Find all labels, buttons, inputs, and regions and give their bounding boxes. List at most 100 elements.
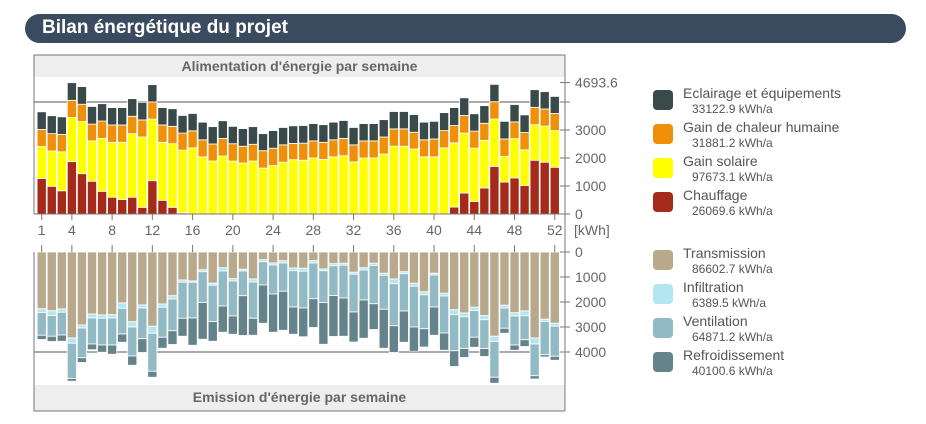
supply-bar <box>258 150 269 169</box>
emission-bar <box>207 321 218 342</box>
emission-bar <box>529 337 540 345</box>
supply-bar <box>56 116 67 135</box>
emission-bar <box>408 251 419 284</box>
emission-bar <box>268 293 279 333</box>
supply-bar <box>157 107 168 126</box>
legend-swatch <box>653 158 673 178</box>
emission-bar <box>509 312 520 317</box>
emission-bar <box>36 251 47 310</box>
emission-bar <box>328 251 339 265</box>
emission-bar <box>459 348 470 358</box>
emission-bar <box>509 251 520 314</box>
emission-bar <box>147 332 158 372</box>
y-tick-label: 0 <box>575 206 583 222</box>
supply-bar <box>519 149 530 186</box>
emission-bar <box>388 278 399 285</box>
emission-bar <box>87 317 98 345</box>
supply-bar <box>429 138 440 158</box>
y-tick-label: 1000 <box>575 269 606 285</box>
supply-bar <box>459 132 470 194</box>
supply-bar <box>469 200 480 215</box>
emission-bar <box>408 285 419 328</box>
supply-bar <box>539 91 550 110</box>
supply-bar <box>36 129 47 147</box>
supply-bar <box>398 145 409 215</box>
supply-bar <box>237 128 248 147</box>
supply-bar <box>388 111 399 130</box>
emission-bar <box>107 344 118 355</box>
emission-bar <box>358 269 369 301</box>
x-tick-label: 16 <box>185 222 201 238</box>
emission-bar <box>459 312 470 318</box>
emission-bar <box>368 303 379 330</box>
supply-bar <box>459 97 470 116</box>
y-tick-label: 0 <box>575 244 583 260</box>
supply-bar <box>318 158 329 215</box>
emission-bar <box>439 332 450 351</box>
supply-frame <box>33 54 565 214</box>
emission-bar <box>439 295 450 334</box>
emission-bar <box>237 295 248 336</box>
emission-bar <box>388 251 399 280</box>
emission-bar <box>167 330 178 345</box>
emission-bar <box>117 302 128 309</box>
supply-bar <box>449 107 460 126</box>
emission-bar <box>76 324 87 329</box>
supply-bar <box>278 144 289 163</box>
supply-bar <box>378 136 389 155</box>
supply-bar <box>117 141 128 200</box>
supply-bar <box>328 139 339 158</box>
supply-bar <box>549 166 560 215</box>
legend-item-chauffage: Chauffage 26069.6 kWh/a <box>653 187 893 221</box>
supply-bar <box>76 103 87 122</box>
emission-bar <box>549 322 560 327</box>
x-tick-label: 20 <box>225 222 241 238</box>
emission-bar <box>56 334 67 342</box>
emission-bar <box>348 251 359 273</box>
supply-bar <box>469 113 480 132</box>
emission-bar <box>117 251 128 304</box>
emission-bar <box>107 317 118 346</box>
emission-bar <box>46 251 57 312</box>
supply-bar <box>479 139 490 189</box>
emission-bar <box>429 306 440 336</box>
emission-bar <box>157 336 168 349</box>
emission-bar <box>539 321 550 356</box>
supply-bar <box>539 161 550 215</box>
emission-bar <box>227 315 238 335</box>
supply-bar <box>429 156 440 215</box>
supply-bar <box>56 151 67 192</box>
emission-bar <box>388 283 399 327</box>
supply-bar <box>137 119 148 138</box>
y-tick-label: 2000 <box>575 294 606 310</box>
emission-bar <box>167 295 178 300</box>
legend-value: 33122.9 kWh/a <box>692 102 773 116</box>
emission-bar <box>298 267 309 272</box>
supply-bar <box>227 125 238 145</box>
supply-bar <box>288 159 299 215</box>
emission-bar <box>177 317 188 337</box>
supply-bar <box>237 162 248 215</box>
emission-bar <box>338 297 349 337</box>
emission-bar <box>157 303 168 308</box>
emission-bar <box>258 284 269 324</box>
supply-bar <box>207 143 218 162</box>
supply-bar <box>298 142 309 161</box>
supply-bar <box>489 165 500 215</box>
emission-bar <box>318 251 329 270</box>
legend-value: 97673.1 kWh/a <box>692 170 773 184</box>
emission-bar <box>368 265 379 305</box>
emission-bar <box>217 305 228 333</box>
emission-bar <box>338 264 349 299</box>
supply-bar <box>368 123 379 142</box>
supply-bar <box>167 108 178 127</box>
emission-bar <box>278 251 289 262</box>
supply-bar <box>207 160 218 215</box>
supply-bar <box>499 120 510 140</box>
emission-bar <box>97 344 108 353</box>
emission-bar <box>499 251 510 306</box>
emission-bar <box>288 267 299 272</box>
emission-bar <box>187 281 198 319</box>
emission-bar <box>66 337 77 344</box>
supply-bar <box>36 146 47 179</box>
